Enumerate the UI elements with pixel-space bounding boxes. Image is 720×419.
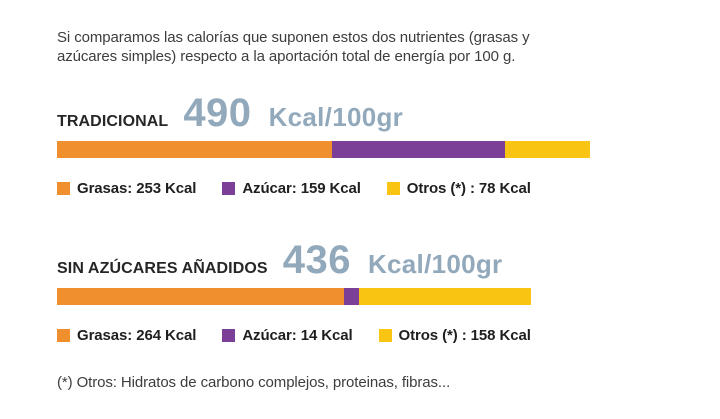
bar-segment-grasas (57, 288, 345, 305)
legend-item-azucar: Azúcar: 14 Kcal (222, 327, 353, 344)
intro-text: Si comparamos las calorías que suponen e… (57, 29, 530, 65)
product-label-tradicional: TRADICIONAL (57, 113, 169, 130)
legend-label-azucar: Azúcar: 14 Kcal (242, 327, 353, 344)
azucar-swatch-icon (222, 182, 236, 195)
legend-label-azucar: Azúcar: 159 Kcal (242, 180, 361, 197)
azucar-swatch-icon (222, 329, 236, 342)
kcal-unit-sin-azucares: Kcal/100gr (367, 249, 503, 279)
legend-item-otros: Otros (*) : 158 Kcal (378, 327, 531, 344)
legend-label-grasas: Grasas: 264 Kcal (77, 327, 197, 344)
bar-track-sin-azucares (57, 288, 590, 305)
legend-label-otros: Otros (*) : 158 Kcal (398, 327, 531, 344)
otros-swatch-icon (378, 329, 392, 342)
bar-track-tradicional (57, 141, 590, 158)
headline-tradicional: TRADICIONAL 490 Kcal/100gr (57, 92, 720, 136)
legend-sin-azucares: Grasas: 264 Kcal Azúcar: 14 Kcal Otros (… (57, 327, 720, 344)
grasas-swatch-icon (57, 329, 70, 342)
legend-label-otros: Otros (*) : 78 Kcal (406, 180, 531, 197)
bar-segment-otros (359, 288, 532, 305)
stacked-bar-tradicional (57, 141, 590, 158)
kcal-value-tradicional: 490 (183, 91, 252, 135)
otros-swatch-icon (386, 182, 400, 195)
bar-segment-azucar (344, 288, 360, 305)
bar-segment-grasas (57, 141, 333, 158)
section-tradicional: TRADICIONAL 490 Kcal/100gr Grasas: 253 K… (57, 92, 720, 197)
grasas-swatch-icon (57, 182, 70, 195)
bar-segment-azucar (332, 141, 506, 158)
kcal-value-sin-azucares: 436 (282, 238, 351, 282)
bar-segment-otros (505, 141, 590, 158)
legend-label-grasas: Grasas: 253 Kcal (77, 180, 197, 197)
section-sin-azucares: SIN AZÚCARES AÑADIDOS 436 Kcal/100gr Gra… (57, 239, 720, 344)
stacked-bar-sin-azucares (57, 288, 532, 305)
legend-tradicional: Grasas: 253 Kcal Azúcar: 159 Kcal Otros … (57, 180, 720, 197)
legend-item-grasas: Grasas: 264 Kcal (57, 327, 196, 344)
kcal-unit-tradicional: Kcal/100gr (268, 102, 404, 132)
product-label-sin-azucares: SIN AZÚCARES AÑADIDOS (57, 260, 268, 277)
legend-item-otros: Otros (*) : 78 Kcal (386, 180, 531, 197)
footnote-text: (*) Otros: Hidratos de carbono complejos… (57, 374, 451, 391)
legend-item-grasas: Grasas: 253 Kcal (57, 180, 196, 197)
legend-item-azucar: Azúcar: 159 Kcal (222, 180, 361, 197)
headline-sin-azucares: SIN AZÚCARES AÑADIDOS 436 Kcal/100gr (57, 239, 720, 283)
